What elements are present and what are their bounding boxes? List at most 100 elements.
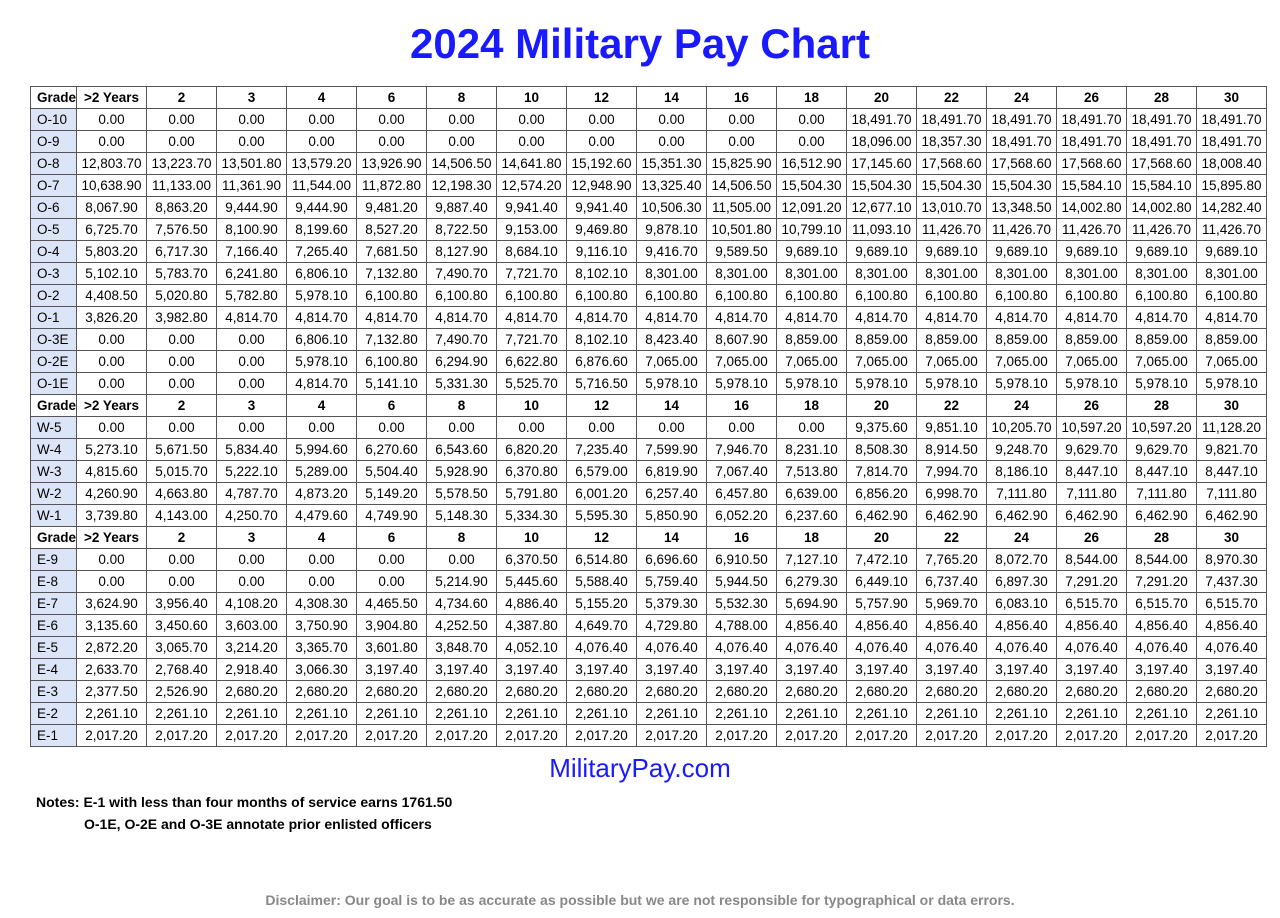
col-header: 6 [357,395,427,417]
pay-cell: 6,241.80 [217,263,287,285]
col-header: 12 [567,87,637,109]
table-row: W-13,739.804,143.004,250.704,479.604,749… [31,505,1267,527]
pay-cell: 2,261.10 [777,703,847,725]
table-row: W-45,273.105,671.505,834.405,994.606,270… [31,439,1267,461]
pay-cell: 6,820.20 [497,439,567,461]
pay-cell: 8,199.60 [287,219,357,241]
pay-cell: 6,998.70 [917,483,987,505]
notes: Notes: E-1 with less than four months of… [36,794,1250,832]
pay-cell: 6,100.80 [357,351,427,373]
pay-cell: 2,680.20 [777,681,847,703]
pay-cell: 5,978.10 [287,285,357,307]
pay-cell: 10,501.80 [707,219,777,241]
pay-cell: 2,017.20 [567,725,637,747]
pay-cell: 2,680.20 [1197,681,1267,703]
pay-cell: 2,261.10 [497,703,567,725]
pay-cell: 3,197.40 [497,659,567,681]
pay-cell: 11,426.70 [1127,219,1197,241]
pay-cell: 4,814.70 [567,307,637,329]
pay-cell: 2,680.20 [287,681,357,703]
col-header: 4 [287,527,357,549]
pay-cell: 8,859.00 [987,329,1057,351]
col-header: Grade [31,395,77,417]
pay-cell: 2,017.20 [217,725,287,747]
pay-cell: 9,248.70 [987,439,1057,461]
table-row: O-710,638.9011,133.0011,361.9011,544.001… [31,175,1267,197]
pay-cell: 9,416.70 [637,241,707,263]
pay-cell: 10,597.20 [1057,417,1127,439]
pay-cell: 8,100.90 [217,219,287,241]
pay-cell: 0.00 [777,109,847,131]
col-header: 20 [847,87,917,109]
pay-cell: 10,799.10 [777,219,847,241]
pay-cell: 8,127.90 [427,241,497,263]
pay-cell: 5,155.20 [567,593,637,615]
pay-cell: 2,261.10 [637,703,707,725]
pay-cell: 4,856.40 [1127,615,1197,637]
pay-cell: 4,856.40 [847,615,917,637]
table-row: E-32,377.502,526.902,680.202,680.202,680… [31,681,1267,703]
pay-cell: 4,873.20 [287,483,357,505]
pay-cell: 9,589.50 [707,241,777,263]
pay-cell: 0.00 [217,109,287,131]
pay-cell: 6,543.60 [427,439,497,461]
site-link[interactable]: MilitaryPay.com [30,753,1250,784]
col-header: 28 [1127,395,1197,417]
pay-cell: 8,301.00 [987,263,1057,285]
pay-cell: 2,017.20 [497,725,567,747]
pay-cell: 5,978.10 [987,373,1057,395]
pay-cell: 7,490.70 [427,329,497,351]
pay-cell: 2,261.10 [707,703,777,725]
pay-cell: 0.00 [147,131,217,153]
pay-cell: 0.00 [357,131,427,153]
grade-cell: O-3E [31,329,77,351]
pay-cell: 9,375.60 [847,417,917,439]
pay-cell: 6,100.80 [637,285,707,307]
disclaimer: Disclaimer: Our goal is to be as accurat… [30,892,1250,908]
pay-cell: 11,544.00 [287,175,357,197]
pay-cell: 18,491.70 [987,131,1057,153]
grade-cell: E-4 [31,659,77,681]
grade-cell: E-8 [31,571,77,593]
pay-cell: 8,072.70 [987,549,1057,571]
pay-cell: 0.00 [147,329,217,351]
pay-cell: 8,859.00 [777,329,847,351]
pay-cell: 9,444.90 [217,197,287,219]
pay-cell: 14,641.80 [497,153,567,175]
col-header: 8 [427,527,497,549]
pay-cell: 4,814.70 [777,307,847,329]
pay-cell: 17,568.60 [1127,153,1197,175]
pay-cell: 9,689.10 [1197,241,1267,263]
pay-cell: 7,065.00 [1127,351,1197,373]
pay-cell: 0.00 [217,417,287,439]
pay-cell: 5,791.80 [497,483,567,505]
pay-cell: 8,859.00 [917,329,987,351]
pay-cell: 2,918.40 [217,659,287,681]
pay-cell: 6,462.90 [1197,505,1267,527]
table-row: O-35,102.105,783.706,241.806,806.107,132… [31,263,1267,285]
col-header: >2 Years [77,87,147,109]
pay-cell: 5,595.30 [567,505,637,527]
grade-cell: E-2 [31,703,77,725]
pay-cell: 7,065.00 [987,351,1057,373]
pay-cell: 3,826.20 [77,307,147,329]
table-row: E-12,017.202,017.202,017.202,017.202,017… [31,725,1267,747]
pay-cell: 2,261.10 [917,703,987,725]
pay-cell: 5,757.90 [847,593,917,615]
pay-cell: 9,689.10 [1127,241,1197,263]
pay-cell: 9,878.10 [637,219,707,241]
col-header: >2 Years [77,527,147,549]
pay-cell: 15,351.30 [637,153,707,175]
pay-cell: 9,689.10 [917,241,987,263]
pay-cell: 2,680.20 [707,681,777,703]
pay-cell: 7,490.70 [427,263,497,285]
pay-cell: 8,970.30 [1197,549,1267,571]
pay-cell: 3,197.40 [1197,659,1267,681]
pay-cell: 15,504.30 [847,175,917,197]
grade-cell: W-2 [31,483,77,505]
pay-cell: 11,426.70 [1057,219,1127,241]
pay-cell: 5,783.70 [147,263,217,285]
pay-cell: 8,863.20 [147,197,217,219]
col-header: 20 [847,527,917,549]
pay-cell: 9,153.00 [497,219,567,241]
